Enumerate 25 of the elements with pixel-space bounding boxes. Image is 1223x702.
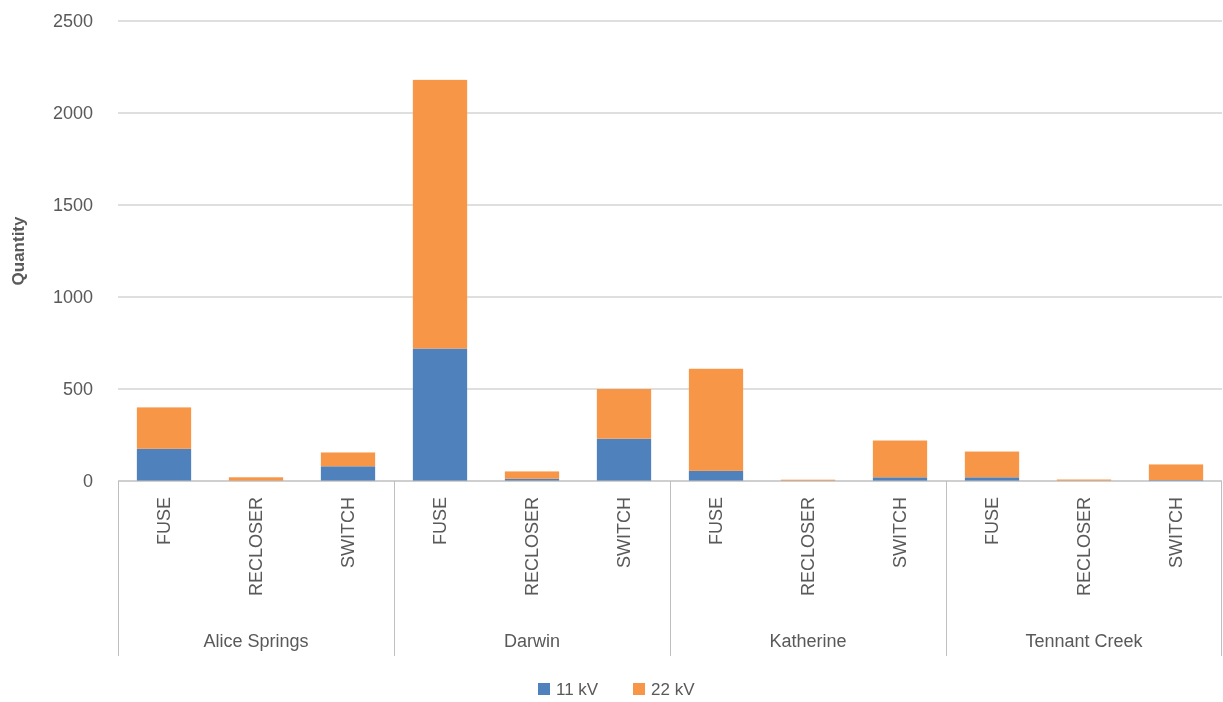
x-tick-label: SWITCH [338,497,359,568]
y-tick-label: 0 [82,471,93,492]
x-tick-label: SWITCH [890,497,911,568]
text: Darwin [503,631,561,651]
x-tick-label: SWITCH [1166,497,1187,568]
text: Katherine [769,631,847,651]
legend-label: 22 kV [651,680,696,699]
y-axis-title: Quantity [9,215,28,286]
x-tick-label: SWITCH [614,497,635,568]
x-tick-label: RECLOSER [1074,497,1095,597]
y-tick-label: 1500 [52,195,93,216]
text: Tennant Creek [1025,631,1144,651]
legend-label: 11 kV [556,680,599,699]
y-tick-label: 500 [62,379,93,400]
x-tick-label: FUSE [706,497,727,546]
y-tick-label: 2000 [52,103,93,124]
x-tick-label: RECLOSER [522,497,543,597]
y-tick-label: 2500 [52,11,93,32]
x-tick-label: FUSE [982,497,1003,546]
x-tick-label: FUSE [430,497,451,546]
x-tick-label: RECLOSER [246,497,267,597]
text: Alice Springs [203,631,309,651]
y-tick-label: 1000 [52,287,93,308]
x-tick-label: RECLOSER [798,497,819,597]
x-tick-label: FUSE [154,497,175,546]
